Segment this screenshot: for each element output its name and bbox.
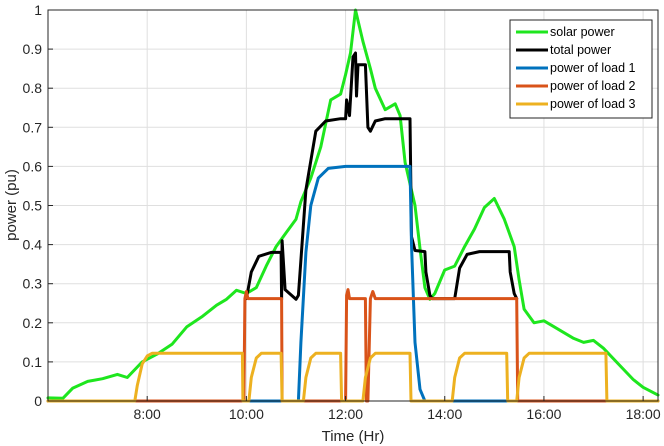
series-line-4: [46, 288, 660, 403]
legend-label-3: power of load 1: [550, 61, 636, 75]
legend-label-2: total power: [550, 43, 611, 57]
x-tick-label: 8:00: [134, 406, 161, 422]
y-axis-label: power (pu): [3, 169, 20, 241]
y-tick-label: 0.2: [23, 315, 43, 331]
y-tick-label: 0.8: [23, 80, 43, 96]
y-tick-label: 0.6: [23, 158, 43, 174]
series-line-3: [46, 164, 660, 403]
x-axis-label: Time (Hr): [322, 428, 385, 445]
series-line-2: [244, 51, 519, 301]
series-line-1: [46, 8, 660, 400]
x-tick-label: 16:00: [526, 406, 561, 422]
y-tick-label: 0.5: [23, 198, 43, 214]
y-tick-label: 0: [34, 393, 42, 409]
ticks: 00.10.20.30.40.50.60.70.80.918:00 10:00 12…: [23, 2, 661, 422]
y-tick-label: 1: [34, 2, 42, 18]
x-tick-label: 12:00: [328, 406, 363, 422]
y-tick-label: 0.3: [23, 276, 43, 292]
legend-label-1: solar power: [550, 25, 615, 39]
x-tick-label: 10:00: [229, 406, 264, 422]
y-tick-label: 0.4: [23, 237, 43, 253]
x-tick-label: 14:00: [427, 406, 462, 422]
legend: solar power total power power of load 1 pow…: [509, 19, 653, 119]
y-tick-label: 0.9: [23, 41, 43, 57]
y-tick-label: 0.1: [23, 354, 43, 370]
y-tick-label: 0.7: [23, 119, 43, 135]
x-tick-label: 18:00: [626, 406, 661, 422]
legend-label-5: power of load 3: [550, 97, 636, 111]
legend-label-4: power of load 2: [550, 79, 636, 93]
